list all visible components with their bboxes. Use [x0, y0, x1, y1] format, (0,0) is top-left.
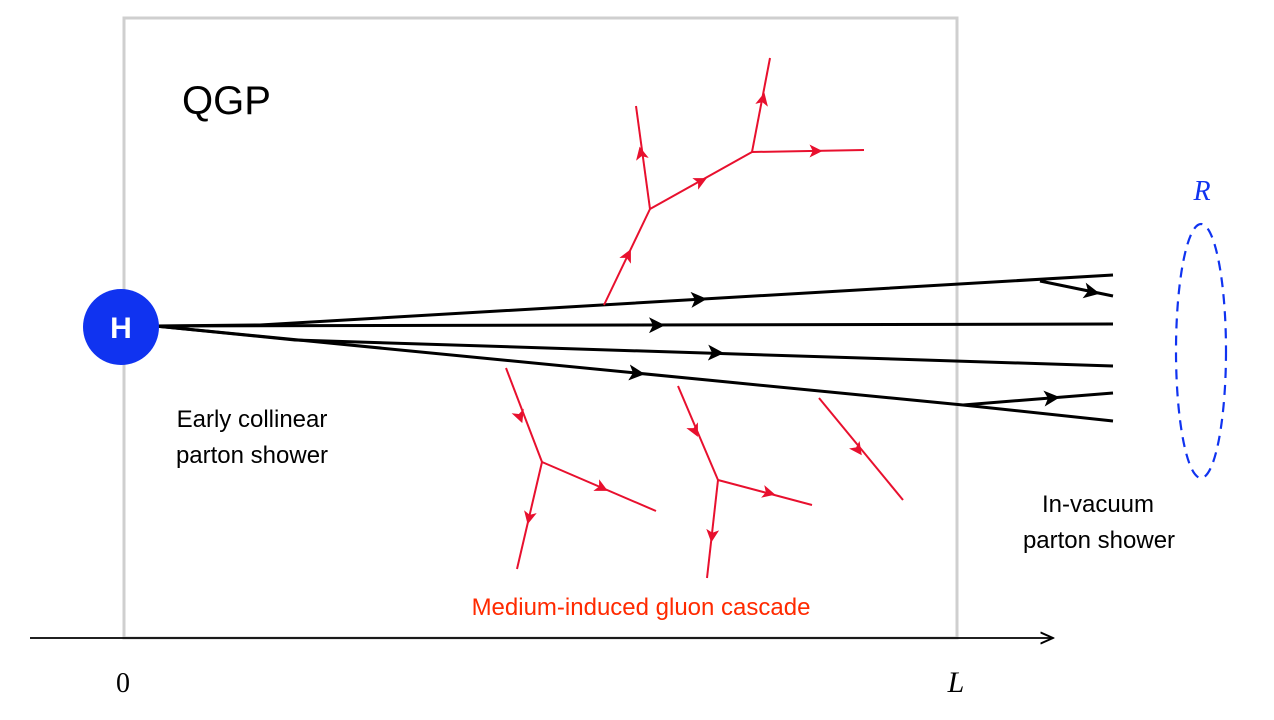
gluon-line [717, 479, 813, 506]
gluon-line [677, 385, 719, 481]
gluon-line [505, 367, 543, 463]
axis-origin-label: 0 [116, 668, 130, 699]
gluon-arrows [511, 92, 862, 543]
parton-split-bottom [962, 391, 1114, 407]
vacuum-shower-label-line1: In-vacuum [1042, 491, 1154, 518]
axis-end-label: L [947, 666, 965, 699]
gluon-line [751, 149, 865, 153]
hard-vertex-label: H [110, 312, 132, 345]
parton-line-lower [154, 324, 1114, 368]
jet-radius-label: R [1192, 176, 1210, 207]
gluon-line [649, 151, 753, 210]
parton-split-top [1039, 279, 1114, 298]
hard-vertex-circle [83, 289, 159, 365]
gluon-line [635, 105, 651, 210]
vacuum-shower-label-line2: parton shower [1023, 527, 1175, 554]
gluon-line [541, 461, 657, 512]
parton-arrows [628, 282, 1100, 407]
gluon-cascade [505, 57, 904, 579]
gluon-line [603, 208, 651, 306]
arrow-marker [511, 408, 524, 424]
early-shower-label-line1: Early collinear [177, 406, 328, 433]
cascade-label: Medium-induced gluon cascade [472, 594, 811, 621]
jet-radius-ellipse [1174, 222, 1228, 480]
gluon-line [516, 461, 543, 570]
jet-partons [154, 273, 1114, 423]
gluon-line [706, 479, 719, 579]
early-shower-label-line2: parton shower [176, 442, 328, 469]
gluon-line [751, 57, 771, 153]
qgp-label: QGP [182, 79, 271, 123]
parton-line-middle [154, 322, 1114, 328]
gluon-line [818, 397, 904, 501]
parton-line-top [154, 273, 1114, 328]
